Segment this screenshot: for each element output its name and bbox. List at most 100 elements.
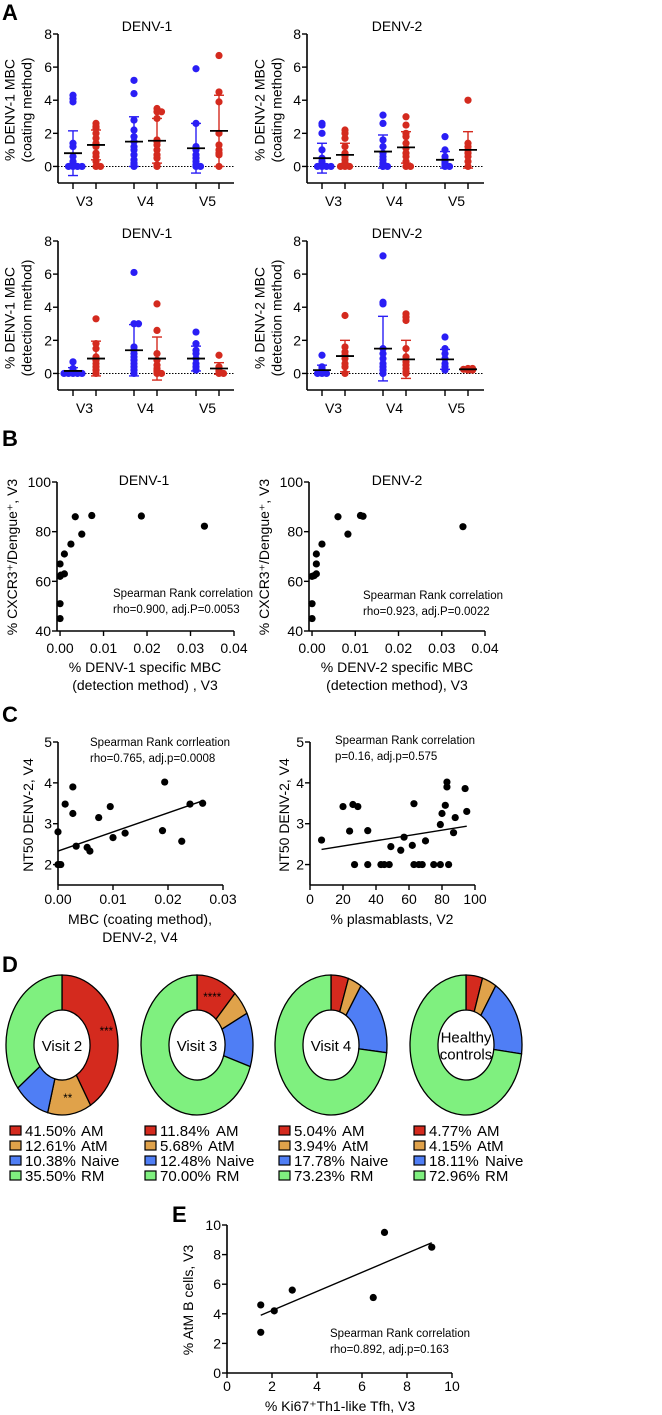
C1-x-tick-label: 0.03 bbox=[209, 891, 236, 907]
A4-title: DENV-2 bbox=[372, 225, 423, 241]
B1-annotation: rho=0.900, adj.P=0.0053 bbox=[113, 604, 240, 616]
A1-data-point bbox=[130, 76, 138, 84]
legend-category: Naive bbox=[350, 1153, 388, 1170]
legend-value: 35.50% bbox=[25, 1168, 76, 1185]
B2-data-point bbox=[334, 513, 342, 521]
legend-value: 4.15% bbox=[429, 1138, 472, 1155]
C2-annotation: Spearman Rank correlation bbox=[335, 735, 475, 747]
B2-x-tick-label: 0.02 bbox=[385, 640, 412, 656]
A2-data-point bbox=[441, 133, 449, 141]
panel-letter-a: A bbox=[2, 0, 18, 25]
C2-x-tick-label: 60 bbox=[401, 891, 417, 907]
B1-x-label: % DENV-1 specific MBC bbox=[69, 659, 221, 675]
A3-data-point bbox=[215, 351, 223, 359]
A1-title: DENV-1 bbox=[122, 18, 173, 34]
B1-data-point bbox=[200, 522, 209, 530]
C1-data-point bbox=[178, 837, 186, 845]
B1-x-tick-label: 0.01 bbox=[90, 640, 117, 656]
legend-value: 5.04% bbox=[294, 1123, 337, 1140]
A2-data-point bbox=[406, 162, 415, 171]
A2-data-point bbox=[402, 157, 410, 166]
donut-chart bbox=[275, 975, 387, 1115]
C1-data-point bbox=[161, 778, 169, 786]
C2-x-tick-label: 20 bbox=[335, 891, 351, 907]
B1-y-tick-label: 100 bbox=[28, 474, 52, 490]
C2-data-point bbox=[354, 802, 362, 811]
C2-x-label: % plasmablasts, V2 bbox=[331, 911, 454, 927]
C2-data-point bbox=[436, 820, 444, 829]
A1-data-point bbox=[92, 134, 100, 142]
A3-y-tick-label: 0 bbox=[44, 365, 52, 381]
E-y-tick-label: 8 bbox=[213, 1247, 221, 1263]
A2-data-point bbox=[464, 152, 472, 161]
E-y-tick-label: 4 bbox=[213, 1306, 221, 1322]
A3-data-point bbox=[192, 328, 200, 336]
legend-value: 3.94% bbox=[294, 1138, 337, 1155]
C2-data-point bbox=[385, 860, 393, 869]
A4-x-tick-label: V3 bbox=[325, 400, 342, 416]
C1-y-tick-label: 4 bbox=[44, 775, 52, 791]
A4-data-point bbox=[318, 351, 326, 359]
C2-data-point bbox=[400, 833, 408, 841]
B2-data-point bbox=[459, 523, 467, 531]
B2-title: DENV-2 bbox=[372, 472, 423, 488]
A1-data-point bbox=[153, 162, 161, 171]
E-annotation: rho=0.892, adj.p=0.163 bbox=[330, 1344, 449, 1356]
C1-x-tick-label: 0.02 bbox=[154, 891, 181, 907]
B1-x-label: (detection method) , V3 bbox=[72, 677, 218, 693]
C1-x-tick-label: 0.01 bbox=[99, 891, 126, 907]
A3-x-tick-label: V4 bbox=[137, 400, 154, 416]
C2-y-tick-label: 5 bbox=[296, 734, 304, 750]
A1-y-label-line: (coating method) bbox=[19, 57, 35, 162]
legend-category: AM bbox=[342, 1123, 365, 1140]
C1-fit-line bbox=[57, 799, 204, 852]
panel-letter-e: E bbox=[172, 1202, 187, 1227]
B2-y-tick-label: 100 bbox=[280, 474, 304, 490]
A1-data-point bbox=[69, 142, 77, 151]
B2-x-label: % DENV-2 specific MBC bbox=[321, 659, 473, 675]
B1-data-point bbox=[56, 600, 64, 608]
C1-data-point bbox=[186, 800, 194, 808]
legend-value: 4.77% bbox=[429, 1123, 472, 1140]
C1-x-label: MBC (coating method), bbox=[68, 911, 212, 927]
B1-annotation: Spearman Rank correlation bbox=[113, 588, 253, 600]
legend-swatch-am bbox=[144, 1125, 157, 1136]
legend-swatch-atm bbox=[278, 1140, 291, 1151]
A1-y-tick-label: 2 bbox=[44, 125, 52, 141]
A2-data-point bbox=[402, 121, 410, 129]
E-x-tick-label: 0 bbox=[223, 1378, 231, 1394]
A1-data-point bbox=[96, 162, 105, 171]
legend-category: AM bbox=[216, 1123, 239, 1140]
A4-y-tick-label: 6 bbox=[293, 266, 301, 282]
A4-data-point bbox=[379, 369, 387, 378]
A1-data-point bbox=[130, 146, 138, 154]
A4-x-tick-label: V5 bbox=[448, 400, 465, 416]
A3-title: DENV-1 bbox=[122, 225, 173, 241]
C1-data-point bbox=[61, 800, 69, 808]
A2-data-point bbox=[464, 157, 472, 166]
significance-stars: **** bbox=[203, 992, 221, 1004]
C2-data-point bbox=[364, 827, 372, 835]
A2-data-point bbox=[341, 134, 349, 142]
C2-data-point bbox=[408, 841, 416, 849]
A1-y-label-line: % DENV-1 MBC bbox=[2, 59, 18, 161]
C1-data-point bbox=[72, 842, 80, 850]
A2-data-point bbox=[345, 162, 354, 171]
C2-x-tick-label: 100 bbox=[463, 891, 487, 907]
A2-data-point bbox=[441, 146, 449, 154]
B2-data-point bbox=[308, 600, 316, 608]
A1-data-point bbox=[69, 152, 77, 161]
C2-data-point bbox=[463, 807, 471, 816]
B1-y-tick-label: 40 bbox=[35, 623, 51, 639]
A4-data-point bbox=[379, 349, 387, 358]
E-data-point bbox=[380, 1228, 389, 1236]
A4-data-point bbox=[341, 311, 349, 320]
A2-data-point bbox=[318, 121, 326, 129]
C2-data-point bbox=[380, 860, 388, 869]
A1-y-tick-label: 0 bbox=[44, 158, 52, 174]
B2-y-tick-label: 80 bbox=[287, 524, 303, 540]
legend-value: 12.48% bbox=[160, 1153, 211, 1170]
legend-category: RM bbox=[350, 1168, 373, 1185]
legend-swatch-rm bbox=[278, 1170, 291, 1181]
A3-data-point bbox=[92, 369, 100, 378]
